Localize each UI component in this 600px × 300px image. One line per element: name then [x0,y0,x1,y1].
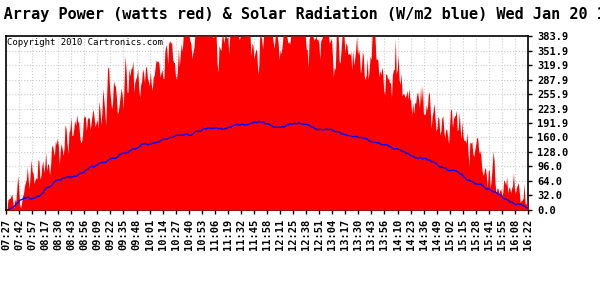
Text: Copyright 2010 Cartronics.com: Copyright 2010 Cartronics.com [7,38,163,47]
Text: West Array Power (watts red) & Solar Radiation (W/m2 blue) Wed Jan 20 16:45: West Array Power (watts red) & Solar Rad… [0,6,600,22]
